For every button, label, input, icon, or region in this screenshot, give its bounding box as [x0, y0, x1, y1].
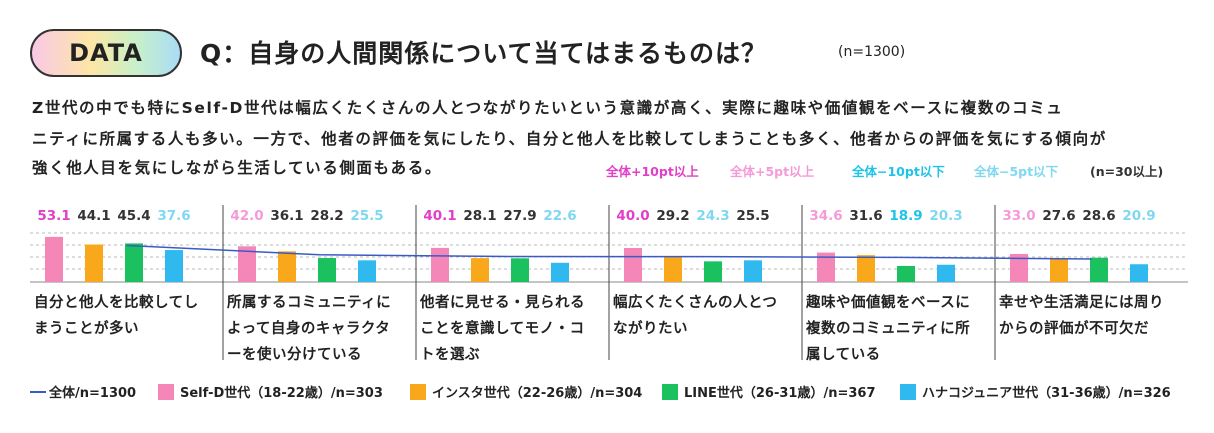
value-label: 28.6 [1082, 208, 1115, 224]
total-line [126, 244, 1092, 260]
bar [431, 247, 449, 282]
value-label: 20.9 [1122, 208, 1155, 224]
legend-item: LINE世代（26-31歳）/n=367 [662, 382, 876, 401]
bar [318, 258, 336, 282]
bar [1090, 257, 1108, 282]
paragraph-line: 強く他人目を気にしながら生活している側面もある。 [32, 159, 442, 177]
bar [704, 261, 722, 282]
value-label: 20.3 [929, 208, 962, 224]
bar [1050, 258, 1068, 282]
category-label: 趣味や価値観をベースに複数のコミュニティに所属している [806, 295, 971, 363]
value-label: 25.5 [350, 208, 383, 224]
highlight-legend: 全体+10pt以上 [606, 164, 699, 179]
highlight-legend: 全体−5pt以下 [974, 164, 1059, 179]
value-label: 18.9 [889, 208, 922, 224]
value-label: 27.9 [503, 208, 536, 224]
bar [857, 255, 875, 282]
paragraph-line: ニティに所属する人も多い。一方で、他者の評価を気にしたり、自分と他人を比較してし… [32, 130, 1107, 148]
category-label: 幸せや生活満足には周りからの評価が不可欠だ [999, 295, 1164, 337]
bar [664, 257, 682, 282]
value-label: 27.6 [1042, 208, 1075, 224]
bar [1010, 253, 1028, 282]
bar [744, 260, 762, 282]
bar [471, 258, 489, 282]
legend-item: インスタ世代（22-26歳）/n=304 [410, 382, 642, 401]
bar [85, 244, 103, 282]
sample-note: (n=1300) [838, 44, 906, 60]
legend-label: LINE世代（26-31歳）/n=367 [684, 386, 876, 401]
legend-label: Self-D世代（18-22歳）/n=303 [180, 386, 383, 401]
bar [45, 236, 63, 282]
value-label: 45.4 [117, 208, 150, 224]
legend-swatch [410, 383, 426, 400]
value-label: 25.5 [736, 208, 769, 224]
value-label: 40.0 [616, 208, 649, 224]
value-label: 34.6 [809, 208, 842, 224]
category-label: 自分と他人を比較してしまうことが多い [34, 295, 199, 337]
paragraph-line: Z世代の中でも特にSelf-D世代は幅広くたくさんの人とつながりたいという意識が… [32, 99, 1064, 117]
value-label: 22.6 [543, 208, 576, 224]
legend-label: インスタ世代（22-26歳）/n=304 [432, 386, 643, 401]
value-label: 33.0 [1002, 208, 1035, 224]
value-label: 37.6 [157, 208, 190, 224]
bar [937, 264, 955, 282]
bar [165, 250, 183, 282]
category-label: 所属するコミュニティによって自身のキャラクターを使い分けている [227, 295, 392, 363]
value-label: 28.2 [310, 208, 343, 224]
value-label: 44.1 [77, 208, 110, 224]
value-label: 36.1 [270, 208, 303, 224]
bar [624, 248, 642, 282]
category-label: 他者に見せる・見られることを意識してモノ・コトを選ぶ [420, 295, 585, 363]
legend-swatch [158, 383, 174, 400]
value-label: 31.6 [849, 208, 882, 224]
highlight-legend: 全体−10pt以下 [852, 164, 945, 179]
bar [1130, 264, 1148, 282]
legend-item: Self-D世代（18-22歳）/n=303 [158, 382, 383, 401]
value-label: 29.2 [656, 208, 689, 224]
bar [897, 265, 915, 282]
legend-label: 全体/n=1300 [49, 386, 137, 401]
bar [238, 246, 256, 282]
legend-line [30, 390, 46, 393]
legend-swatch [900, 383, 916, 400]
badge: DATA [30, 29, 182, 77]
title: Q：自身の人間関係について当てはまるものは？ [200, 39, 768, 68]
value-label: 53.1 [37, 208, 70, 224]
legend-label: ハナコジュニア世代（31-36歳）/n=326 [922, 386, 1171, 401]
bar [511, 258, 529, 282]
highlight-legend: 全体+5pt以上 [730, 164, 815, 179]
bar [125, 243, 143, 282]
highlight-note: (n=30以上) [1090, 164, 1164, 179]
bar [278, 251, 296, 282]
category-label: 幅広くたくさんの人とつながりたい [613, 295, 778, 337]
bar [551, 262, 569, 282]
bar [358, 260, 376, 282]
legend-item: ハナコジュニア世代（31-36歳）/n=326 [900, 382, 1171, 401]
value-label: 24.3 [696, 208, 729, 224]
legend-item: 全体/n=1300 [30, 382, 136, 401]
value-label: 42.0 [230, 208, 263, 224]
bar [817, 252, 835, 282]
legend-swatch [662, 383, 678, 400]
value-label: 28.1 [463, 208, 496, 224]
value-label: 40.1 [423, 208, 456, 224]
